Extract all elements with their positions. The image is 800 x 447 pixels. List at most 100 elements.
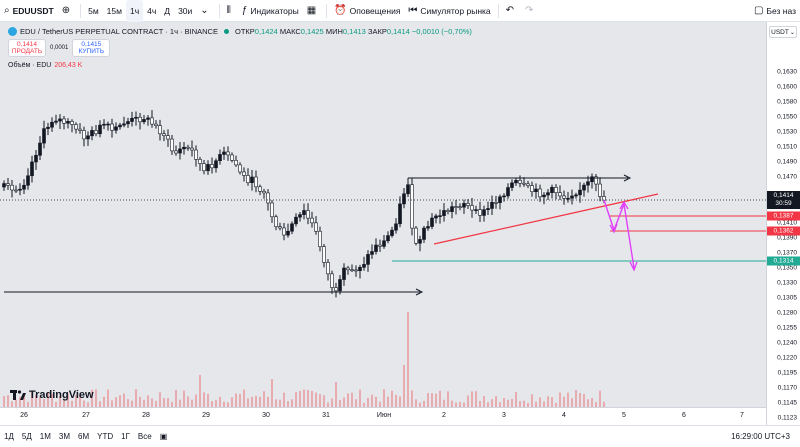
interval-5m[interactable]: 5м: [88, 5, 99, 16]
candle-body: [38, 142, 42, 156]
candle-body: [58, 118, 62, 122]
price-tick-label: 0,1580: [777, 98, 797, 106]
currency-selector[interactable]: USDT ⌄: [769, 26, 797, 38]
volume-bar: [199, 375, 201, 407]
time-axis[interactable]: 26 27 28 29 30 31 Июн 2 3 4 5 6 7: [0, 407, 766, 425]
volume-bar: [75, 395, 77, 407]
close-label: ЗАКР: [367, 27, 387, 36]
volume-bar: [107, 389, 109, 407]
candle-body: [30, 161, 34, 177]
candle-body: [250, 176, 254, 183]
price-tick-label: 0,1510: [777, 143, 797, 151]
range-3m[interactable]: 3М: [58, 432, 70, 441]
interval-1h[interactable]: 1ч: [125, 0, 144, 22]
redo-button[interactable]: ↷: [521, 0, 540, 22]
candle-body: [354, 269, 358, 272]
volume-bar: [435, 393, 437, 407]
range-1d[interactable]: 1Д: [4, 432, 14, 441]
volume-bar: [175, 390, 177, 407]
time-tick-label: 2: [442, 412, 446, 419]
volume-bar: [351, 392, 353, 407]
alerts-button[interactable]: ⏰ Оповещения: [330, 0, 404, 22]
legend-title[interactable]: EDU / TetherUS PERPETUAL CONTRACT · 1ч ·…: [20, 27, 218, 36]
date-range-button[interactable]: ▣: [156, 432, 172, 441]
projection-arrowhead: [619, 200, 629, 210]
volume-bar: [163, 398, 165, 407]
interval-30r[interactable]: 30и: [178, 5, 193, 16]
candle-body: [578, 189, 582, 196]
volume-bar: [419, 402, 421, 407]
volume-bar: [367, 397, 369, 407]
volume-bar: [211, 401, 213, 407]
chart-pane[interactable]: [0, 22, 766, 425]
volume-bar: [267, 396, 269, 407]
volume-bar: [527, 402, 529, 407]
clock[interactable]: 16:29:00 UTC+3: [731, 432, 790, 441]
volume-bar: [319, 394, 321, 407]
volume-bar: [183, 390, 185, 407]
add-circle-icon: ⊕: [61, 5, 71, 16]
indicators-button[interactable]: ƒ Индикаторы: [238, 0, 303, 22]
tradingview-logo[interactable]: TradingView: [10, 389, 94, 401]
candle-body: [226, 151, 230, 156]
candle-body: [290, 223, 294, 232]
candle-body: [410, 184, 414, 229]
candle-body: [574, 194, 578, 197]
range-1y[interactable]: 1Г: [121, 432, 130, 441]
range-5d[interactable]: 5Д: [21, 432, 32, 441]
volume-bar: [515, 391, 517, 407]
volume-bar: [231, 397, 233, 407]
symbol-search[interactable]: ⌕ EDUUSDT: [0, 0, 58, 22]
currency-label: USDT: [771, 28, 789, 36]
level-3-tag: 0,1314: [767, 256, 800, 266]
sell-button[interactable]: 0,1414 ПРОДАТЬ: [8, 39, 46, 57]
price-axis[interactable]: USDT ⌄ 0,1630 0,1600 0,1580 0,1550 0,1530 0,15…: [766, 22, 800, 425]
interval-4h[interactable]: 4ч: [147, 5, 157, 16]
volume-bar: [47, 392, 49, 407]
buy-label: КУПИТЬ: [78, 48, 105, 55]
undo-button[interactable]: ↶: [502, 0, 521, 22]
candle-body: [358, 267, 362, 271]
volume-bar: [191, 399, 193, 407]
volume-bar: [51, 393, 53, 407]
volume-bar: [359, 389, 361, 407]
price-tick-label: 0,1123: [777, 414, 797, 422]
price-chart[interactable]: [0, 22, 766, 407]
candle-body: [502, 195, 506, 198]
interval-dropdown[interactable]: ⌄: [196, 0, 215, 22]
range-1m[interactable]: 1М: [39, 432, 51, 441]
volume-bar: [547, 396, 549, 407]
range-ytd[interactable]: YTD: [97, 432, 114, 441]
candle-body: [562, 195, 566, 199]
market-open-dot: [223, 29, 229, 34]
replay-button[interactable]: ⏮ Симулятор рынка: [404, 0, 494, 22]
interval-15m[interactable]: 15м: [106, 5, 122, 16]
candle-body: [74, 124, 78, 130]
price-tick-label: 0,1390: [777, 234, 797, 242]
candle-body: [414, 227, 418, 244]
candle-body: [318, 230, 322, 247]
time-tick-label: 31: [322, 412, 330, 419]
layouts-button[interactable]: ▦: [303, 0, 323, 22]
candle-body: [598, 183, 602, 197]
chart-type-button[interactable]: ⫴: [223, 0, 238, 22]
volume-bar: [215, 399, 217, 407]
volume-bar: [83, 400, 85, 407]
volume-bar: [203, 392, 205, 407]
range-all[interactable]: Все: [137, 432, 152, 441]
time-tick-label: 5: [622, 412, 626, 419]
volume-bar: [511, 398, 513, 407]
volume-bar: [7, 395, 9, 407]
interval-1d[interactable]: Д: [164, 5, 171, 16]
compare-button[interactable]: ⊕: [58, 0, 77, 22]
layout-name[interactable]: ▢ Без наз: [750, 0, 800, 22]
volume-bar: [79, 396, 81, 407]
candle-body: [370, 251, 374, 255]
buy-button[interactable]: 0,1415 КУПИТЬ: [72, 39, 111, 57]
candle-body: [338, 279, 342, 292]
open-label: ОТКР: [234, 27, 255, 36]
volume-bar: [487, 402, 489, 407]
volume-bar: [291, 399, 293, 407]
range-6m[interactable]: 6М: [78, 432, 90, 441]
price-tick-label: 0,1280: [777, 309, 797, 317]
